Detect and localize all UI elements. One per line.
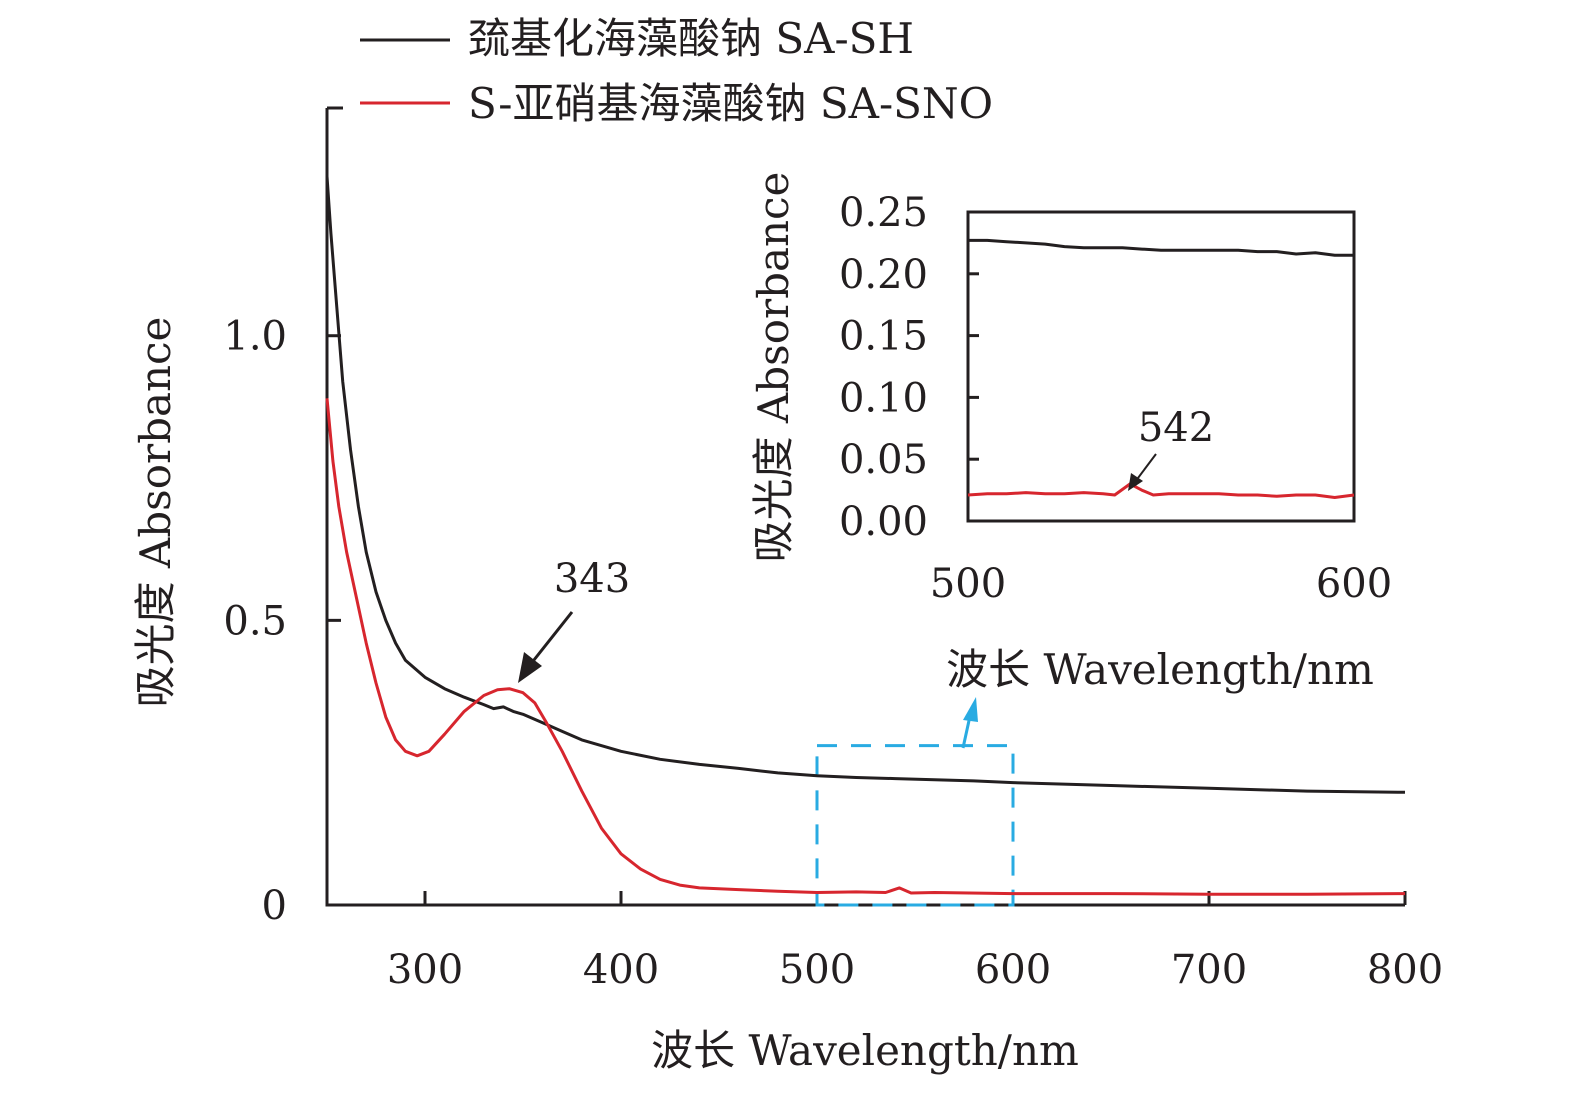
zoom-pointer-arrow-shaft xyxy=(961,715,972,749)
inset-y-tick-label: 0.25 xyxy=(839,190,928,236)
main-y-tick-label: 1.0 xyxy=(223,314,287,360)
peak-label-343: 343 xyxy=(554,556,630,602)
peak-annotation-343: 343 xyxy=(518,556,630,683)
inset-y-tick-label: 0.10 xyxy=(839,375,928,421)
zoom-highlight-rect xyxy=(815,744,1015,907)
legend: 巯基化海藻酸钠 SA-SH S-亚硝基海藻酸钠 SA-SNO xyxy=(360,14,993,128)
series-line-sa-sno xyxy=(325,398,1406,896)
main-x-tick-label: 800 xyxy=(1367,947,1443,993)
main-y-axis-title: 吸光度 Absorbance xyxy=(131,317,180,708)
inset-axes xyxy=(966,210,1356,523)
peak-label-542: 542 xyxy=(1138,405,1214,451)
peak-annotation-542: 542 xyxy=(1128,405,1214,491)
legend-label-sa-sno: S-亚硝基海藻酸钠 SA-SNO xyxy=(468,79,993,128)
peak-arrow-343-shaft xyxy=(528,611,574,666)
zoom-pointer-arrow xyxy=(961,697,978,749)
main-y-tick-label: 0 xyxy=(262,883,287,929)
main-x-tick-label: 500 xyxy=(779,947,855,993)
main-x-tick-label: 400 xyxy=(583,947,659,993)
inset-y-tick-label: 0.20 xyxy=(839,252,928,298)
inset-x-tick-label: 500 xyxy=(930,561,1006,607)
inset-series-line-sa-sh xyxy=(968,238,1354,257)
peak-arrow-542-shaft xyxy=(1137,453,1157,479)
inset-series-line-sa-sno xyxy=(967,482,1355,499)
main-x-axis-title: 波长 Wavelength/nm xyxy=(651,1026,1079,1075)
zoom-highlight-box xyxy=(815,744,1015,907)
inset-series xyxy=(967,238,1355,499)
series-line-sa-sh xyxy=(325,176,1406,794)
inset-frame xyxy=(966,210,1356,523)
peak-arrow-343-head xyxy=(518,652,542,683)
main-series xyxy=(325,176,1406,896)
inset-x-axis-title: 波长 Wavelength/nm xyxy=(946,645,1374,694)
legend-label-sa-sh: 巯基化海藻酸钠 SA-SH xyxy=(468,14,914,63)
main-x-tick-label: 300 xyxy=(387,947,463,993)
inset-y-tick-label: 0.15 xyxy=(839,314,928,360)
inset-y-axis-title: 吸光度 Absorbance xyxy=(749,172,798,563)
zoom-pointer-arrow-head xyxy=(963,697,978,722)
main-x-tick-label: 700 xyxy=(1171,947,1247,993)
inset-tick-labels: 0.00 0.05 0.10 0.15 0.20 0.25 500 600 xyxy=(839,190,1392,607)
main-tick-labels: 300 400 500 600 700 800 0 0.5 1.0 xyxy=(223,314,1443,993)
main-y-tick-label: 0.5 xyxy=(223,598,287,644)
inset-y-tick-label: 0.05 xyxy=(839,437,928,483)
inset-y-tick-label: 0.00 xyxy=(839,499,928,545)
main-x-tick-label: 600 xyxy=(975,947,1051,993)
peak-arrow-542-head xyxy=(1128,473,1143,491)
inset-x-tick-label: 600 xyxy=(1316,561,1392,607)
